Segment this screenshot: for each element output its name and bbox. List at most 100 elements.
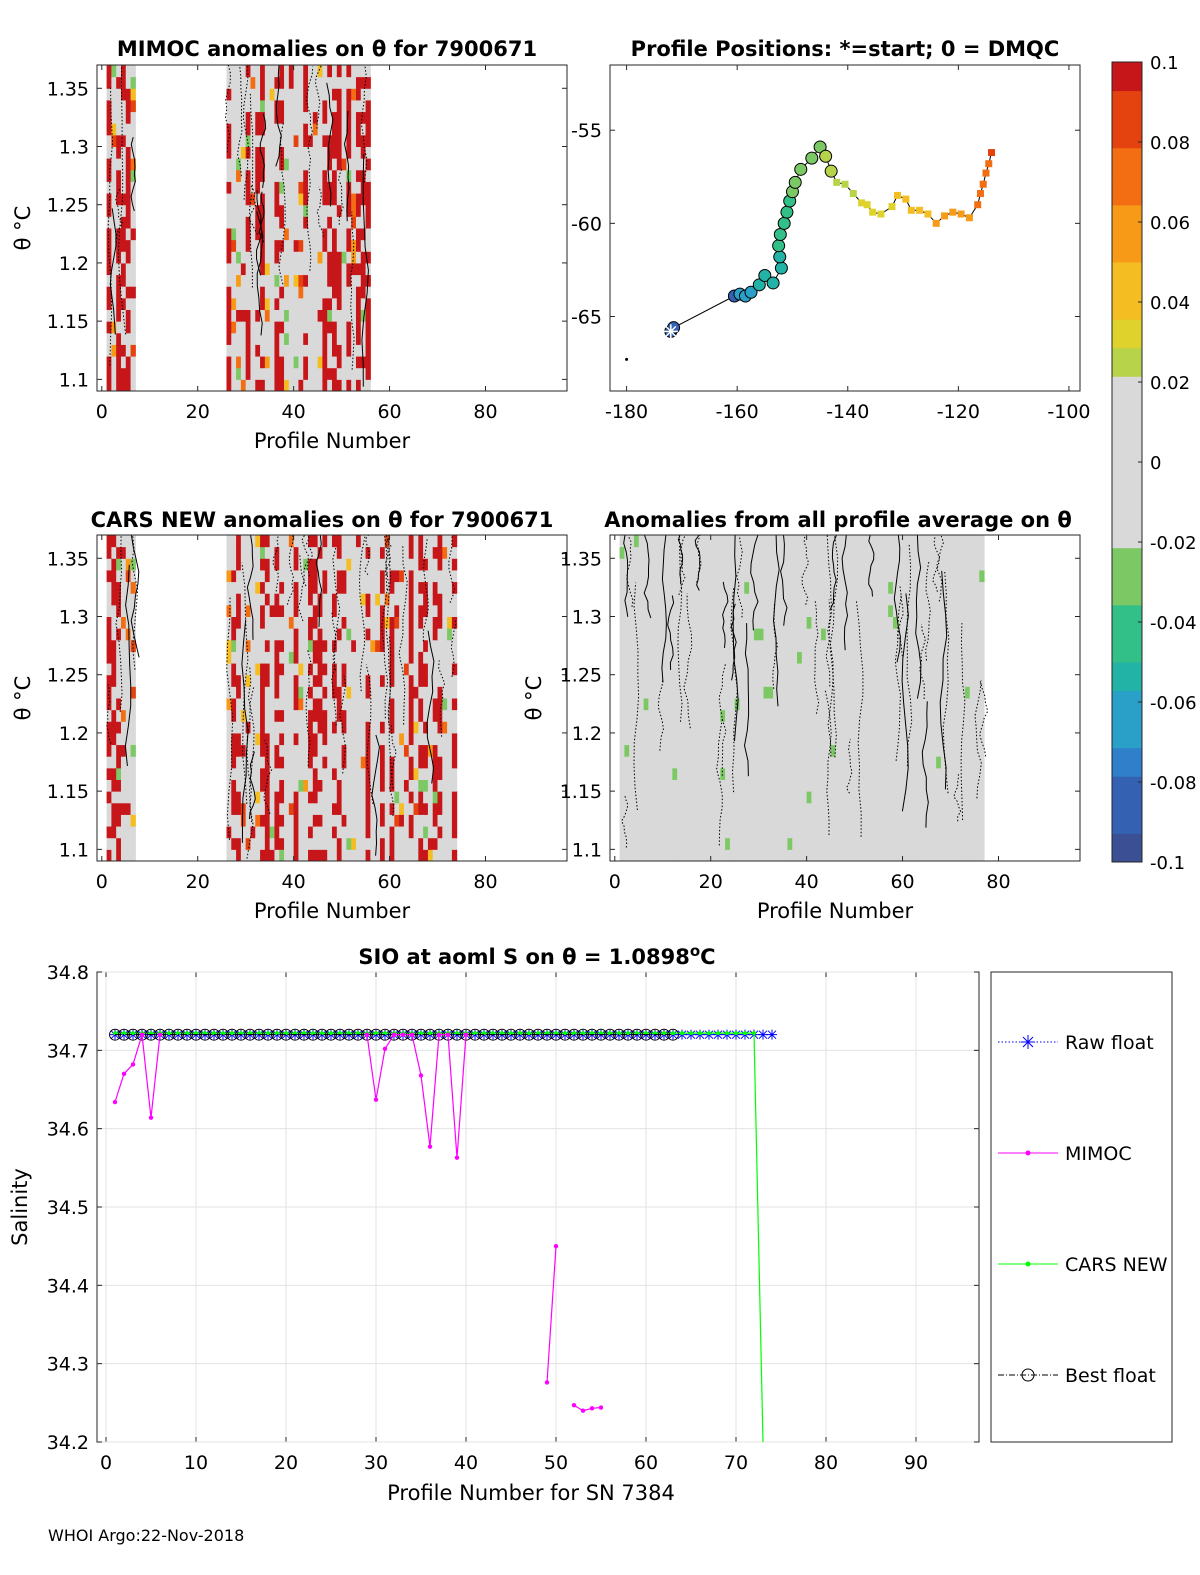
heat-cell: [878, 709, 884, 722]
heat-cell: [355, 569, 362, 583]
mimoc-axes: 0 20 40 60 801.11.151.21.251.31.35: [47, 64, 568, 423]
heat-cell: [399, 732, 405, 746]
heat-cell: [116, 356, 122, 369]
heat-cell: [264, 593, 271, 606]
heat-cell: [288, 732, 295, 746]
heat-cell: [955, 546, 961, 559]
heat-cell: [950, 686, 956, 699]
heat-cell: [840, 546, 846, 559]
heat-cell: [696, 767, 702, 780]
heat-cell: [327, 321, 333, 334]
heat-cell: [835, 616, 841, 629]
heat-cell: [322, 826, 328, 839]
heat-cell: [686, 581, 693, 594]
heat-cell: [269, 569, 275, 583]
heat-cell: [921, 604, 928, 617]
heat-cell: [691, 732, 697, 746]
heat-cell: [125, 181, 132, 194]
heat-cell: [710, 546, 717, 559]
heat-cell: [403, 663, 410, 676]
heat-cell: [768, 756, 774, 769]
heat-cell: [845, 849, 851, 862]
heat-cell: [255, 169, 261, 182]
heat-cell: [317, 146, 323, 159]
heat-cell: [351, 76, 357, 89]
heat-cell: [303, 204, 309, 217]
heat-cell: [288, 593, 295, 606]
heat-cell: [442, 604, 448, 617]
heat-cell: [399, 581, 405, 594]
heat-cell: [312, 228, 319, 241]
heat-cell: [897, 826, 904, 839]
heat-cell: [792, 569, 798, 583]
heat-cell: [116, 791, 122, 804]
heat-cell: [264, 581, 271, 594]
heat-cell: [940, 767, 947, 780]
heat-cell: [657, 686, 664, 699]
heat-cell: [284, 111, 290, 124]
heat-cell: [749, 709, 755, 722]
heat-cell: [619, 651, 625, 664]
heat-cell: [643, 628, 649, 641]
heat-cell: [677, 721, 683, 734]
heat-cell: [236, 228, 242, 241]
heat-cell: [792, 709, 798, 722]
heat-cell: [236, 837, 242, 850]
y-tick-label: -55: [571, 120, 602, 142]
heat-cell: [681, 569, 688, 583]
heat-cell: [432, 779, 439, 792]
heat-cell: [773, 837, 779, 850]
heat-cell: [284, 604, 290, 617]
heat-cell: [308, 535, 314, 548]
heat-cell: [705, 721, 712, 734]
heat-cell: [274, 204, 280, 217]
heat-cell: [408, 744, 415, 757]
heat-cell: [648, 604, 654, 617]
heat-cell: [705, 698, 712, 711]
heat-cell: [336, 99, 343, 113]
heat-cell: [226, 332, 232, 345]
heat-cell: [931, 604, 937, 617]
heat-cell: [710, 628, 717, 641]
heat-cell: [370, 604, 376, 617]
heat-cell: [902, 535, 908, 548]
heat-cell: [629, 709, 635, 722]
heat-cell: [768, 604, 774, 617]
heat-cell: [351, 228, 357, 241]
heat-cell: [255, 65, 261, 78]
heat-cell: [734, 814, 740, 827]
heat-cell: [106, 286, 112, 299]
heat-cell: [854, 546, 860, 559]
heat-cell: [240, 721, 247, 734]
heat-cell: [116, 569, 122, 583]
heat-cell: [413, 558, 419, 571]
heat-cell: [729, 639, 736, 652]
heat-cell: [849, 802, 856, 815]
heat-cell: [303, 193, 309, 206]
heat-cell: [288, 744, 295, 757]
heat-cell: [269, 146, 275, 159]
y-axis-label: θ °C: [11, 676, 35, 721]
heat-cell: [394, 756, 400, 769]
heat-cell: [365, 356, 371, 369]
heat-cell: [931, 651, 937, 664]
heat-cell: [926, 756, 932, 769]
heat-cell: [288, 344, 295, 357]
heat-cell: [974, 756, 980, 769]
heat-cell: [341, 169, 347, 182]
heat-cell: [336, 228, 343, 241]
heat-cell: [274, 756, 280, 769]
heat-cell: [940, 756, 947, 769]
heat-cell: [106, 251, 112, 264]
heat-cell: [327, 286, 333, 299]
heat-cell: [250, 709, 256, 722]
heat-cell: [667, 802, 673, 815]
heat-cell: [667, 814, 673, 827]
heat-cell: [279, 262, 285, 276]
heat-cell: [394, 709, 400, 722]
heat-cell: [868, 686, 875, 699]
heat-cell: [979, 604, 985, 617]
heat-cell: [351, 204, 357, 217]
heat-cell: [432, 686, 439, 699]
heat-cell: [322, 651, 328, 664]
